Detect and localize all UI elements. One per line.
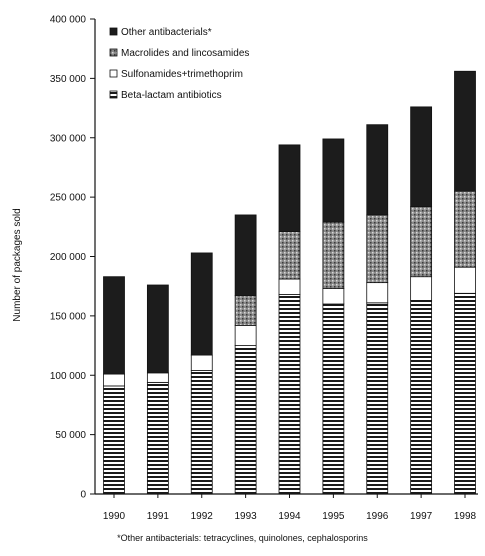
bar-segment bbox=[190, 354, 213, 371]
y-tick-label: 300 000 bbox=[50, 133, 87, 144]
bar-segment bbox=[146, 284, 169, 374]
bar-segment bbox=[278, 231, 301, 280]
y-tick-label: 0 bbox=[80, 490, 86, 501]
bar-stack bbox=[190, 252, 213, 495]
x-tick-label: 1992 bbox=[191, 511, 214, 522]
bar-stack bbox=[278, 144, 301, 495]
bar-segment bbox=[366, 214, 389, 284]
bar-segment bbox=[366, 124, 389, 216]
bar-segment bbox=[190, 252, 213, 356]
bar-segment bbox=[234, 345, 257, 495]
y-tick-label: 200 000 bbox=[50, 252, 87, 263]
bar-segment bbox=[454, 292, 476, 495]
x-tick-label: 1998 bbox=[454, 511, 477, 522]
bar-segment bbox=[322, 288, 345, 305]
bar-segment bbox=[234, 214, 257, 297]
bar-segment bbox=[410, 206, 433, 278]
bar-segment bbox=[410, 300, 433, 495]
x-tick-label: 1996 bbox=[366, 511, 389, 522]
bar-segment bbox=[366, 282, 389, 304]
legend-label: Macrolides and lincosamides bbox=[121, 48, 249, 59]
y-tick-label: 400 000 bbox=[50, 15, 87, 26]
bar-segment bbox=[366, 302, 389, 495]
x-tick-label: 1997 bbox=[410, 511, 433, 522]
legend-label: Beta-lactam antibiotics bbox=[121, 90, 222, 101]
bar-segment bbox=[278, 144, 301, 232]
bar-segment bbox=[190, 370, 213, 495]
legend-label: Sulfonamides+trimethoprim bbox=[121, 69, 243, 80]
bar-stack bbox=[103, 276, 125, 495]
bar-segment bbox=[278, 294, 301, 495]
bar-stack bbox=[234, 214, 257, 495]
bar-stack bbox=[366, 124, 389, 495]
legend-item: Beta-lactam antibiotics bbox=[109, 90, 222, 101]
x-tick-label: 1990 bbox=[103, 511, 126, 522]
legend-swatch bbox=[109, 48, 118, 57]
bar-segment bbox=[322, 303, 345, 495]
legend-swatch bbox=[109, 69, 118, 78]
bars bbox=[103, 70, 476, 495]
footnote: *Other antibacterials: tetracyclines, qu… bbox=[117, 533, 368, 543]
bar-segment bbox=[146, 381, 169, 495]
bar-segment bbox=[322, 221, 345, 289]
bar-segment bbox=[103, 373, 125, 387]
y-tick-label: 350 000 bbox=[50, 74, 87, 85]
y-tick-label: 150 000 bbox=[50, 311, 87, 322]
y-tick-label: 250 000 bbox=[50, 193, 87, 204]
bar-stack bbox=[146, 284, 169, 495]
bar-segment bbox=[234, 295, 257, 326]
bar-segment bbox=[103, 385, 125, 495]
x-tick-label: 1995 bbox=[322, 511, 345, 522]
legend-item: Sulfonamides+trimethoprim bbox=[109, 69, 243, 80]
bar-segment bbox=[322, 138, 345, 223]
y-tick-label: 100 000 bbox=[50, 371, 87, 382]
legend-item: Other antibacterials* bbox=[109, 27, 212, 38]
bar-segment bbox=[103, 276, 125, 375]
legend-label: Other antibacterials* bbox=[121, 27, 212, 38]
legend-item: Macrolides and lincosamides bbox=[109, 48, 249, 59]
x-tick-label: 1994 bbox=[278, 511, 301, 522]
x-tick-label: 1991 bbox=[147, 511, 170, 522]
legend-swatch bbox=[109, 27, 118, 36]
bar-stack bbox=[454, 70, 476, 495]
bar-segment bbox=[278, 278, 301, 295]
bar-stack bbox=[322, 138, 345, 495]
axes: 0 50 000 100 000 150 000 200 000 250 000 300 0… bbox=[50, 15, 478, 522]
legend: Other antibacterials* Macrolides and linc… bbox=[109, 27, 249, 101]
bar-stack bbox=[410, 106, 433, 495]
bar-segment bbox=[410, 276, 433, 301]
x-tick-label: 1993 bbox=[235, 511, 258, 522]
bar-segment bbox=[454, 266, 476, 294]
y-tick-label: 50 000 bbox=[55, 430, 86, 441]
bar-segment bbox=[454, 190, 476, 268]
bar-segment bbox=[454, 70, 476, 192]
bar-segment bbox=[234, 324, 257, 346]
bar-segment bbox=[410, 106, 433, 208]
y-axis-title: Number of packages sold bbox=[12, 208, 23, 321]
legend-swatch bbox=[109, 90, 118, 99]
bar-segment bbox=[146, 372, 169, 383]
